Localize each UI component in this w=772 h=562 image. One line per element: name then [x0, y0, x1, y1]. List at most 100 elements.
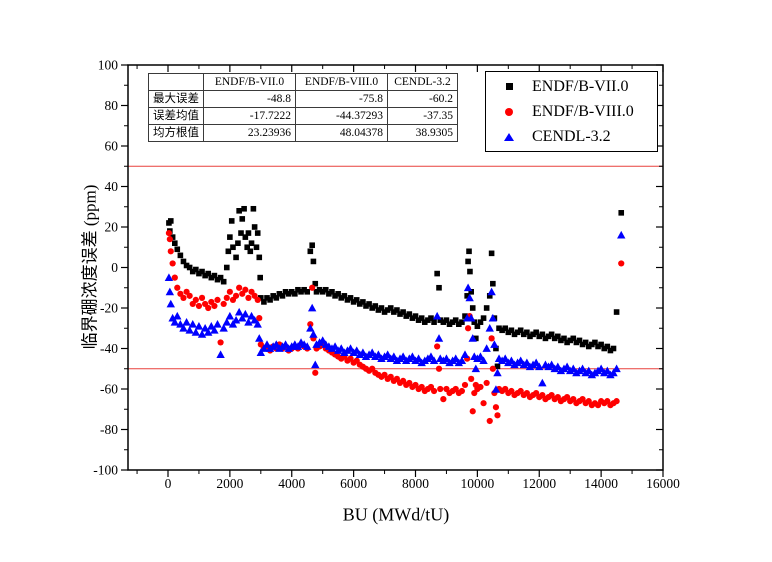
- data-point-square: [536, 333, 543, 340]
- data-point-triangle: [488, 313, 498, 322]
- data-point-square: [530, 331, 536, 338]
- data-point-triangle: [352, 346, 361, 354]
- data-point-square: [387, 305, 394, 311]
- data-point-square: [378, 305, 385, 311]
- data-point-circle: [440, 396, 447, 403]
- data-point-square: [570, 335, 577, 342]
- data-point-circle: [434, 343, 441, 350]
- data-point-square: [313, 289, 320, 295]
- data-point-square: [307, 248, 314, 255]
- data-point-circle: [220, 300, 227, 308]
- data-point-circle: [223, 294, 230, 301]
- data-point-circle: [166, 236, 173, 243]
- data-point-triangle: [507, 356, 516, 365]
- data-point-triangle: [617, 230, 626, 239]
- data-point-triangle: [191, 328, 201, 336]
- data-point-triangle: [398, 352, 408, 360]
- data-point-triangle: [578, 364, 587, 373]
- data-point-circle: [430, 387, 438, 395]
- data-point-triangle: [194, 322, 204, 330]
- data-point-triangle: [603, 366, 612, 375]
- stats-value: -44.37293: [295, 107, 388, 125]
- data-point-square: [585, 343, 592, 350]
- data-point-triangle: [569, 364, 578, 373]
- data-point-square: [564, 339, 570, 346]
- data-point-square: [499, 327, 505, 334]
- data-point-square: [319, 289, 326, 295]
- data-point-square: [440, 319, 447, 325]
- data-point-square: [301, 286, 307, 293]
- data-point-circle: [489, 365, 496, 372]
- data-point-square: [494, 363, 501, 370]
- data-point-triangle: [383, 350, 392, 358]
- data-point-square: [592, 339, 598, 346]
- data-point-square: [567, 337, 573, 344]
- data-point-circle: [461, 381, 469, 389]
- data-point-triangle: [222, 317, 231, 326]
- data-point-square: [295, 286, 301, 293]
- data-point-triangle: [200, 324, 210, 332]
- y-tick-label: -40: [100, 341, 118, 356]
- data-point-circle: [211, 302, 218, 310]
- data-point-square: [415, 317, 422, 323]
- legend-item-endfb7: ENDF/B-VII.0: [486, 75, 657, 98]
- data-point-square: [247, 248, 254, 255]
- data-point-triangle: [293, 342, 303, 350]
- data-point-triangle: [303, 342, 312, 350]
- data-point-triangle: [173, 311, 182, 320]
- data-point-square: [490, 280, 496, 287]
- data-point-triangle: [307, 303, 317, 312]
- data-point-square: [285, 291, 292, 297]
- data-point-square: [394, 307, 400, 313]
- stats-value: -48.8: [203, 90, 296, 108]
- data-point-square: [360, 299, 366, 305]
- data-point-square: [309, 242, 315, 249]
- data-point-circle: [469, 408, 476, 415]
- data-point-triangle: [247, 311, 256, 320]
- data-point-square: [241, 205, 247, 212]
- data-point-triangle: [374, 350, 383, 358]
- stats-value: 23.23936: [203, 124, 296, 142]
- data-point-square: [217, 274, 224, 281]
- data-point-square: [582, 339, 589, 346]
- data-point-circle: [437, 385, 444, 393]
- data-point-triangle: [318, 336, 327, 344]
- data-point-square: [469, 305, 476, 311]
- data-point-triangle: [538, 378, 547, 387]
- data-point-square: [514, 329, 521, 336]
- data-point-square: [298, 289, 304, 295]
- data-point-triangle: [612, 364, 621, 373]
- data-point-triangle: [241, 309, 250, 318]
- data-point-square: [493, 345, 499, 352]
- data-point-circle: [464, 325, 472, 332]
- stats-row-label: 均方根值: [148, 124, 204, 142]
- data-point-square: [486, 293, 493, 299]
- data-point-square: [322, 286, 329, 293]
- data-point-triangle: [490, 340, 499, 348]
- data-point-square: [329, 289, 335, 295]
- data-point-square: [172, 240, 178, 246]
- data-point-triangle: [367, 348, 377, 356]
- data-point-square: [169, 234, 176, 240]
- data-point-circle: [618, 260, 625, 267]
- data-point-square: [421, 319, 428, 325]
- data-point-square: [257, 274, 263, 281]
- data-point-circle: [214, 296, 221, 303]
- data-point-square: [235, 240, 241, 246]
- y-tick-label: 80: [105, 98, 119, 113]
- data-point-square: [366, 301, 372, 307]
- data-point-square: [517, 327, 524, 334]
- data-point-circle: [226, 288, 233, 295]
- data-point-square: [258, 295, 264, 301]
- data-point-triangle: [389, 352, 399, 360]
- data-point-square: [177, 252, 184, 259]
- stats-value: -17.7222: [203, 107, 296, 125]
- data-point-square: [403, 313, 410, 319]
- data-point-triangle: [609, 368, 618, 377]
- data-point-triangle: [491, 385, 501, 393]
- data-point-square: [196, 270, 202, 277]
- x-axis-title: BU (MWd/tU): [342, 504, 450, 525]
- data-point-square: [431, 319, 437, 325]
- x-tick-label: 14000: [584, 476, 618, 491]
